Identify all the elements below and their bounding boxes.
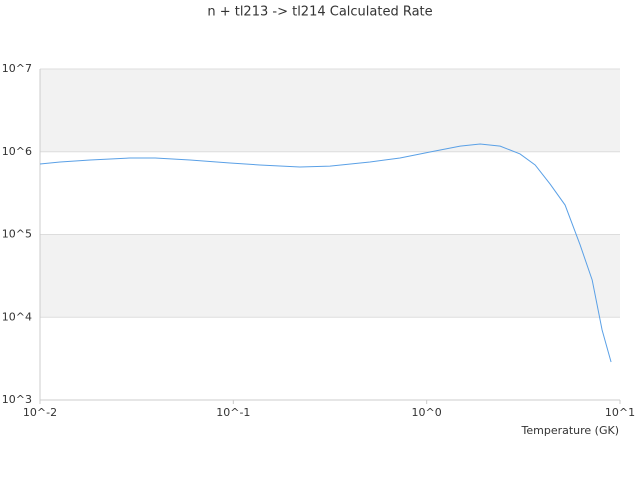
data-line — [39, 143, 612, 363]
y-tick-label: 10^6 — [2, 145, 32, 158]
x-tick-label: 10^0 — [412, 406, 442, 419]
y-tick-label: 10^5 — [2, 228, 32, 241]
x-axis-label: Temperature (GK) — [521, 424, 620, 437]
y-tick-label: 10^7 — [2, 62, 32, 75]
grid-band — [40, 234, 620, 318]
bands — [40, 69, 620, 318]
x-tick-label: 10^-1 — [216, 406, 250, 419]
y-tick-label: 10^3 — [2, 393, 32, 406]
x-tick-label: 10^1 — [605, 406, 635, 419]
grid-band — [40, 69, 620, 152]
y-tick-label: 10^4 — [2, 310, 32, 323]
chart-title: n + tl213 -> tl214 Calculated Rate — [207, 5, 432, 20]
x-tick-label: 10^-2 — [23, 406, 57, 419]
